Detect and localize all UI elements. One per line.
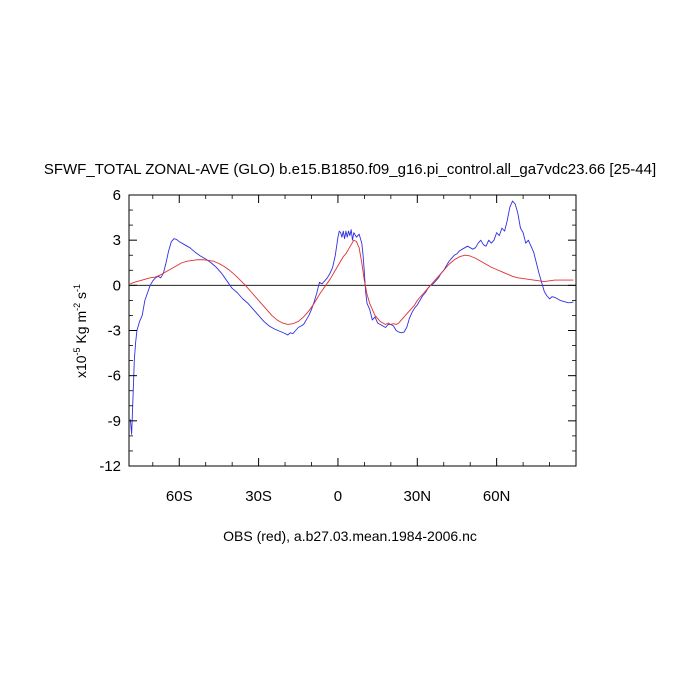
y-tick-label: -3 [108, 323, 121, 340]
x-tick-label: 0 [334, 488, 342, 505]
y-tick-label: 0 [113, 277, 121, 294]
x-tick-label: 30S [245, 488, 272, 505]
x-tick-label: 60N [483, 488, 511, 505]
y-axis-label: x10-5 Kg m-2 s-1 [72, 284, 89, 378]
plot-frame [128, 194, 577, 467]
y-tick-label: 6 [113, 187, 121, 204]
y-label-exp1: -5 [72, 347, 82, 355]
x-tick-label: 30N [404, 488, 432, 505]
y-label-exp2: -2 [72, 303, 82, 311]
series-line-model [129, 200, 574, 435]
y-tick-label: -9 [108, 413, 121, 430]
y-label-prefix: x10 [73, 355, 89, 378]
series-line-obs [130, 239, 574, 325]
y-tick-label: -12 [99, 458, 121, 475]
chart-caption: OBS (red), a.b27.03.mean.1984-2006.nc [223, 528, 477, 544]
y-label-exp3: -1 [72, 284, 82, 292]
plot-area: 60S 30S 0 30N 60N 6 3 0 -3 -6 -9 -12 [99, 187, 577, 505]
y-label-mid: Kg m [73, 311, 89, 348]
chart-title: SFWF_TOTAL ZONAL-AVE (GLO) b.e15.B1850.f… [44, 161, 656, 178]
y-tick-label: 3 [113, 232, 121, 249]
y-label-mid2: s [73, 292, 89, 303]
x-tick-label: 60S [166, 488, 193, 505]
y-tick-label: -6 [108, 368, 121, 385]
